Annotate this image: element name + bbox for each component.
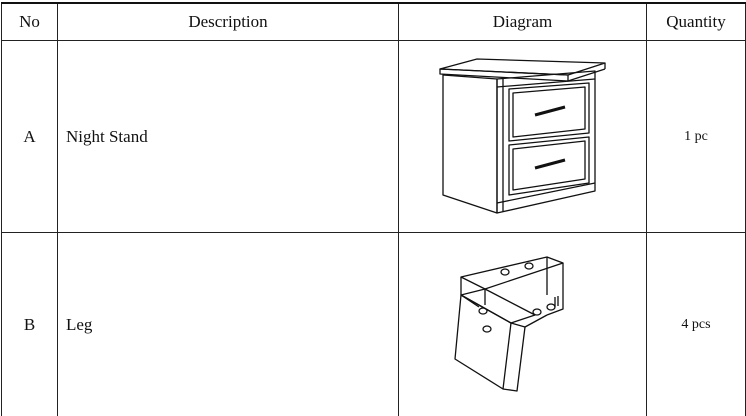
- description-cell: Leg: [58, 233, 399, 416]
- description-cell: Night Stand: [58, 41, 399, 233]
- header-row: No Description Diagram Quantity: [2, 3, 746, 41]
- quantity-cell: 1 pc: [647, 41, 746, 233]
- diagram-cell: [399, 41, 647, 233]
- header-cell: Description: [58, 3, 399, 41]
- header-cell: No: [2, 3, 58, 41]
- table-row: B Leg: [2, 233, 746, 416]
- leg-diagram: [453, 255, 593, 395]
- quantity-cell: 4 pcs: [647, 233, 746, 416]
- no-cell: A: [2, 41, 58, 233]
- header-cell: Quantity: [647, 3, 746, 41]
- header-cell: Diagram: [399, 3, 647, 41]
- table-row: A Night Stand: [2, 41, 746, 233]
- no-cell: B: [2, 233, 58, 416]
- diagram-cell: [399, 233, 647, 416]
- night-stand-diagram: [437, 57, 609, 217]
